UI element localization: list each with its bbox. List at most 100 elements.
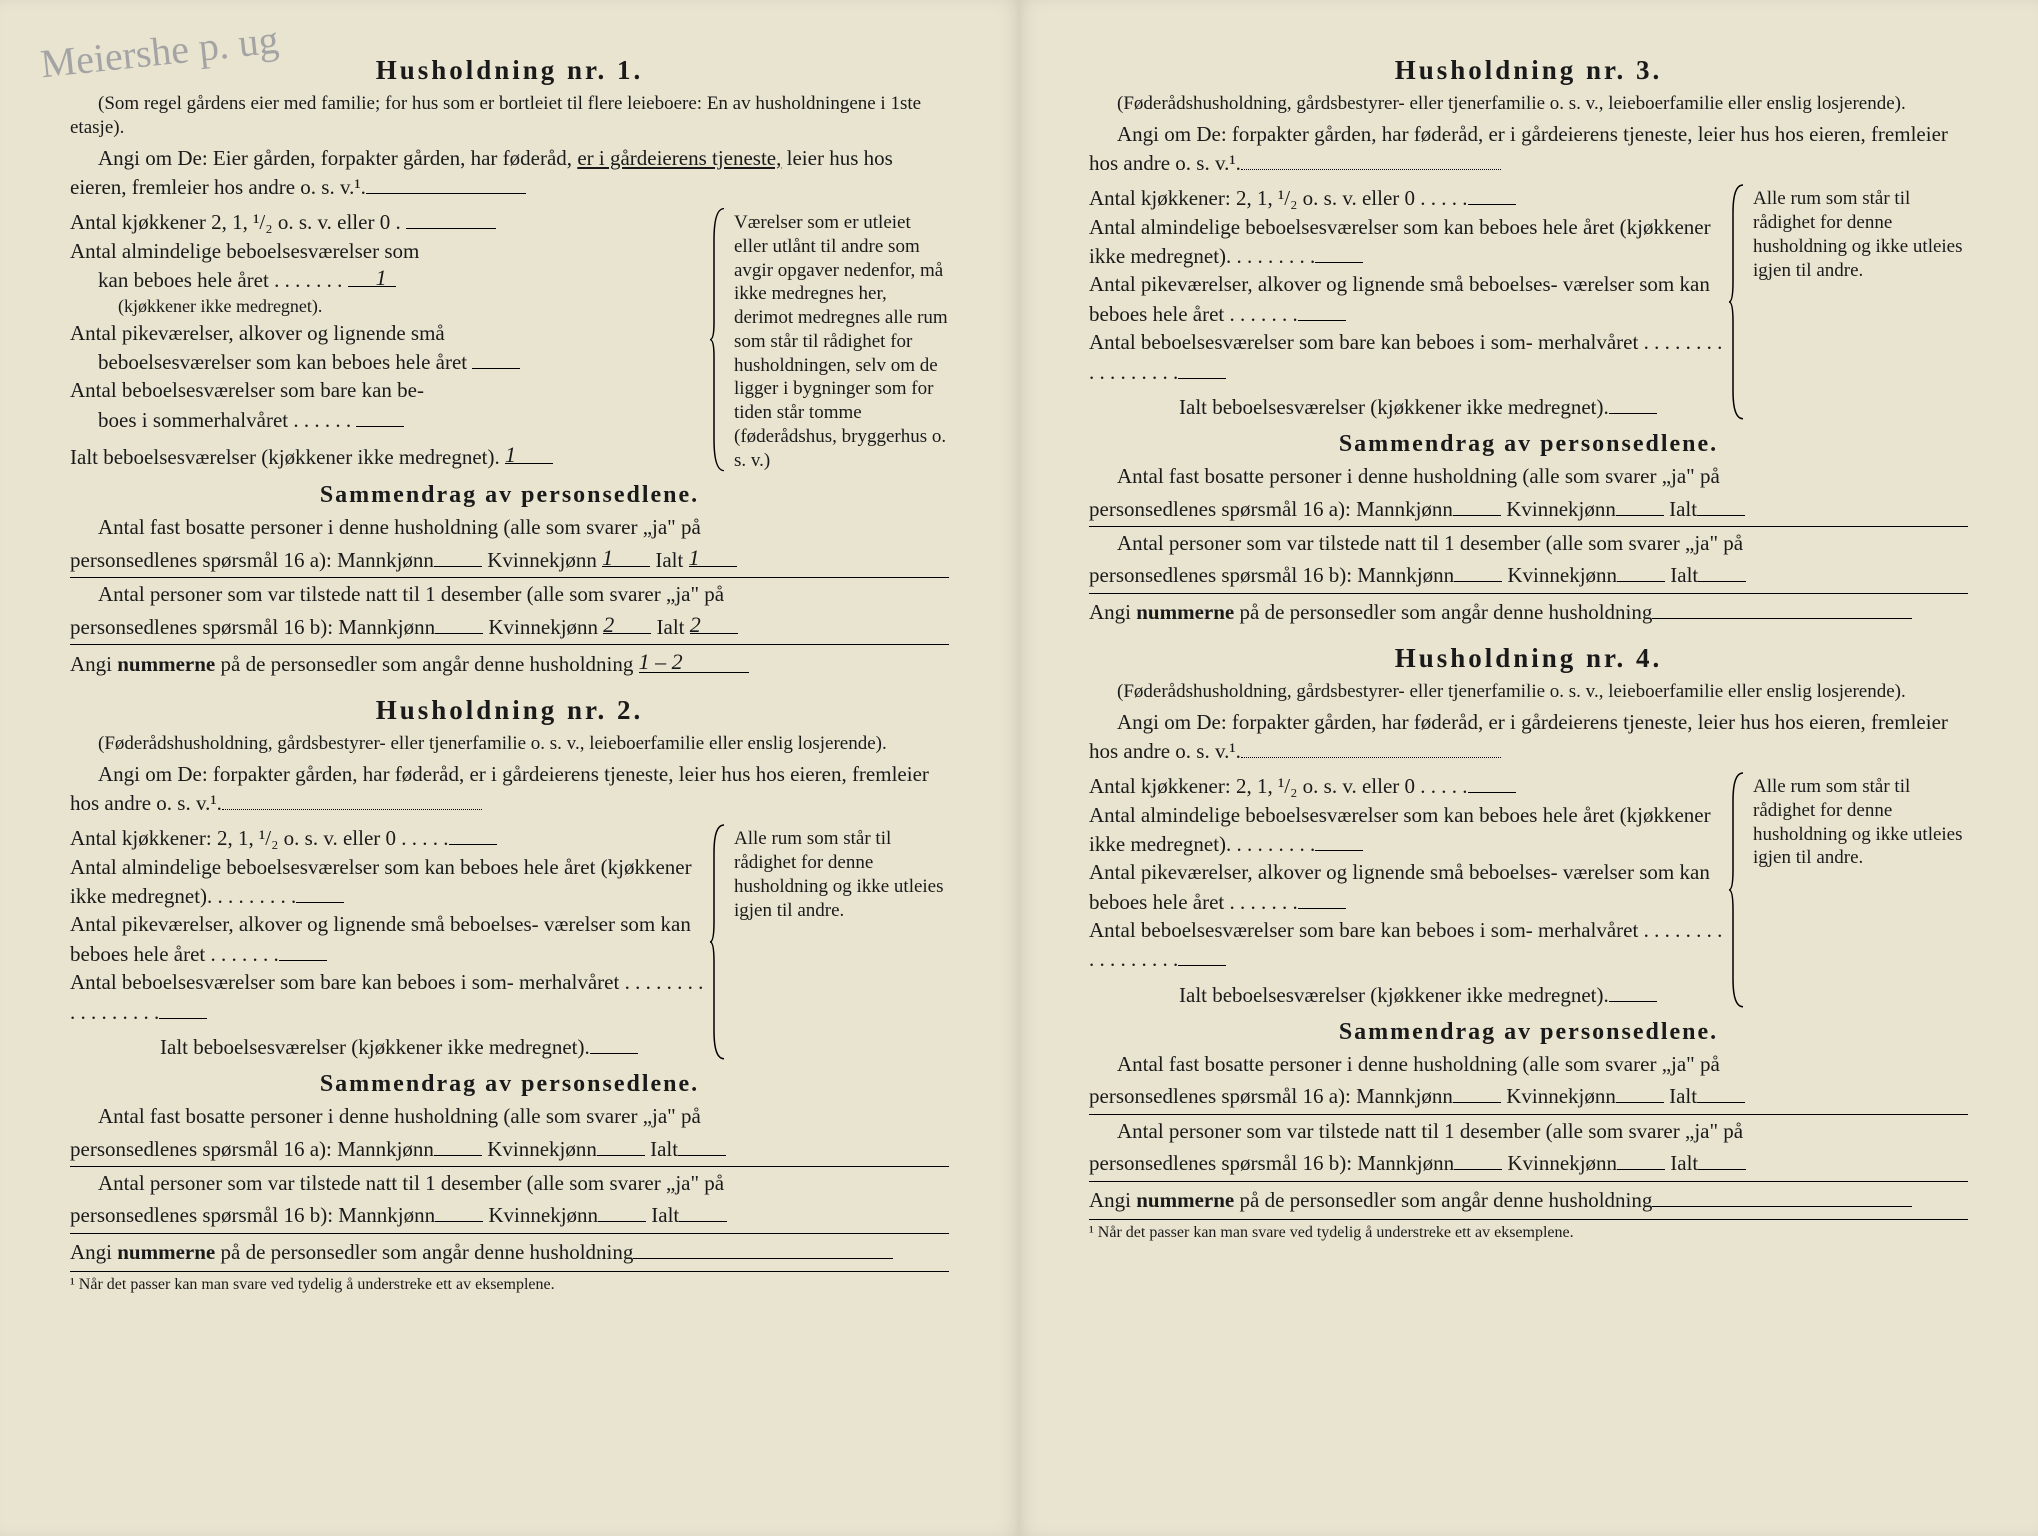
fill bbox=[1468, 771, 1516, 793]
fill bbox=[1617, 560, 1665, 582]
fill bbox=[1454, 560, 1502, 582]
q: Antal pikeværelser, alkover og lignende … bbox=[1089, 860, 1710, 913]
hw: 2 bbox=[603, 612, 614, 637]
t: Angi om De: forpakter gården, har føderå… bbox=[70, 762, 929, 815]
hh2-sidenote: Alle rum som står til rådighet for denne… bbox=[734, 823, 949, 1061]
rule bbox=[1089, 1219, 1968, 1220]
hh2-left: Antal kjøkkener: 2, 1, ¹/₂ o. s. v. elle… bbox=[70, 823, 704, 1061]
fill bbox=[1241, 148, 1501, 170]
hh4-nummer: Angi nummerne på de personsedler som ang… bbox=[1089, 1188, 1968, 1213]
hh3-title: Husholdning nr. 3. bbox=[1089, 55, 1968, 86]
fill bbox=[633, 1258, 893, 1259]
hw: 1 bbox=[376, 265, 387, 290]
fill bbox=[1616, 494, 1664, 516]
fill bbox=[1298, 299, 1346, 321]
fill bbox=[279, 939, 327, 961]
household-4: Husholdning nr. 4. (Føderådshusholdning,… bbox=[1089, 643, 1968, 1242]
fill bbox=[1698, 1148, 1746, 1170]
q: Antal almindelige beboelsesværelser som … bbox=[1089, 215, 1711, 268]
s: Antal fast bosatte personer i denne hush… bbox=[1089, 462, 1968, 491]
t: på de personsedler som angår denne husho… bbox=[215, 1240, 633, 1264]
hh3-subnote: (Føderådshusholdning, gårdsbestyrer- ell… bbox=[1089, 92, 1968, 116]
hh4-sum-title: Sammendrag av personsedlene. bbox=[1089, 1019, 1968, 1046]
t: på de personsedler som angår denne husho… bbox=[215, 652, 633, 676]
hh4-questions: Antal kjøkkener: 2, 1, ¹/₂ o. s. v. elle… bbox=[1089, 771, 1968, 1009]
fill bbox=[449, 823, 497, 845]
hh1-angi: Angi om De: Eier gården, forpakter gårde… bbox=[70, 144, 949, 202]
s: personsedlenes spørsmål 16 b): Mannkjønn… bbox=[70, 1200, 949, 1233]
hh3-left: Antal kjøkkener: 2, 1, ¹/₂ o. s. v. elle… bbox=[1089, 183, 1723, 421]
s: personsedlenes spørsmål 16 a): Mannkjønn… bbox=[70, 1134, 949, 1167]
s: Antal personer som var tilstede natt til… bbox=[70, 1169, 949, 1198]
lbl: personsedlenes spørsmål 16 a): Mannkjønn bbox=[1089, 1084, 1453, 1108]
fill bbox=[406, 207, 496, 229]
q: Antal pikeværelser, alkover og lignende … bbox=[1089, 272, 1710, 325]
q: Antal almindelige beboelsesværelser som … bbox=[1089, 803, 1711, 856]
s: Antal personer som var tilstede natt til… bbox=[1089, 1117, 1968, 1146]
lbl: Ialt bbox=[1670, 563, 1698, 587]
fill: 1 – 2 bbox=[639, 651, 749, 673]
t: Angi om De: forpakter gården, har føderå… bbox=[1089, 122, 1948, 175]
lbl: Ialt bbox=[651, 1203, 679, 1227]
t: nummerne bbox=[1136, 1188, 1234, 1212]
fill bbox=[1453, 494, 1501, 516]
hw: 1 bbox=[505, 442, 516, 467]
lbl: Kvinnekjønn bbox=[488, 615, 598, 639]
q: kan beboes hele året . . . . . . . bbox=[98, 268, 342, 292]
fill: 1 bbox=[505, 442, 553, 464]
hh1-questions: Antal kjøkkener 2, 1, ¹/₂ o. s. v. eller… bbox=[70, 207, 949, 472]
fill bbox=[1617, 1148, 1665, 1170]
t: Angi bbox=[70, 1240, 117, 1264]
fill bbox=[434, 1134, 482, 1156]
hh1-nummer: Angi nummerne på de personsedler som ang… bbox=[70, 651, 949, 677]
t: Angi bbox=[1089, 1188, 1136, 1212]
fill bbox=[434, 545, 482, 567]
hh3-sum-title: Sammendrag av personsedlene. bbox=[1089, 431, 1968, 458]
hh2-sum-title: Sammendrag av personsedlene. bbox=[70, 1071, 949, 1098]
rule bbox=[70, 1271, 949, 1272]
hh4-sidenote: Alle rum som står til rådighet for denne… bbox=[1753, 771, 1968, 1009]
s: Antal personer som var tilstede natt til… bbox=[70, 580, 949, 609]
hh2-title: Husholdning nr. 2. bbox=[70, 695, 949, 726]
brace-icon bbox=[710, 823, 728, 1061]
hh4-title: Husholdning nr. 4. bbox=[1089, 643, 1968, 674]
s: personsedlenes spørsmål 16 a): Mannkjønn… bbox=[1089, 494, 1968, 527]
fill bbox=[435, 612, 483, 634]
fill bbox=[598, 1200, 646, 1222]
q: Antal pikeværelser, alkover og lignende … bbox=[70, 912, 691, 965]
q: Antal pikeværelser, alkover og lignende … bbox=[70, 321, 445, 345]
fill bbox=[1454, 1148, 1502, 1170]
fill bbox=[1315, 829, 1363, 851]
fill: 1 bbox=[348, 265, 396, 287]
lbl: personsedlenes spørsmål 16 b): Mannkjønn bbox=[70, 1203, 435, 1227]
hw: 1 – 2 bbox=[639, 649, 683, 674]
lbl: Kvinnekjønn bbox=[1507, 1151, 1617, 1175]
lbl: personsedlenes spørsmål 16 b): Mannkjønn bbox=[1089, 563, 1454, 587]
fill bbox=[159, 997, 207, 1019]
household-1: Husholdning nr. 1. (Som regel gårdens ei… bbox=[70, 55, 949, 677]
fill bbox=[679, 1200, 727, 1222]
hh2-nummer: Angi nummerne på de personsedler som ang… bbox=[70, 1240, 949, 1265]
lbl: Kvinnekjønn bbox=[487, 548, 597, 572]
hh4-angi: Angi om De: forpakter gården, har føderå… bbox=[1089, 708, 1968, 766]
household-3: Husholdning nr. 3. (Føderådshusholdning,… bbox=[1089, 55, 1968, 625]
fill bbox=[1609, 392, 1657, 414]
q: Ialt beboelsesværelser (kjøkkener ikke m… bbox=[160, 1035, 590, 1059]
fill bbox=[1616, 1081, 1664, 1103]
fill bbox=[1315, 241, 1363, 263]
s: personsedlenes spørsmål 16 a): Mannkjønn… bbox=[1089, 1081, 1968, 1114]
s: personsedlenes spørsmål 16 b): Mannkjønn… bbox=[70, 612, 949, 645]
fill bbox=[356, 405, 404, 427]
hh4-subnote: (Føderådshusholdning, gårdsbestyrer- ell… bbox=[1089, 680, 1968, 704]
fill bbox=[1178, 357, 1226, 379]
hh3-questions: Antal kjøkkener: 2, 1, ¹/₂ o. s. v. elle… bbox=[1089, 183, 1968, 421]
fill bbox=[1178, 944, 1226, 966]
lbl: Ialt bbox=[1669, 497, 1697, 521]
lbl: Ialt bbox=[1670, 1151, 1698, 1175]
fill bbox=[1468, 183, 1516, 205]
q: Antal kjøkkener 2, 1, ¹/₂ o. s. v. eller… bbox=[70, 210, 401, 234]
hw: 1 bbox=[602, 545, 613, 570]
q: Antal beboelsesværelser som bare kan be- bbox=[70, 378, 424, 402]
lbl: Kvinnekjønn bbox=[1507, 563, 1617, 587]
s: Antal personer som var tilstede natt til… bbox=[1089, 529, 1968, 558]
